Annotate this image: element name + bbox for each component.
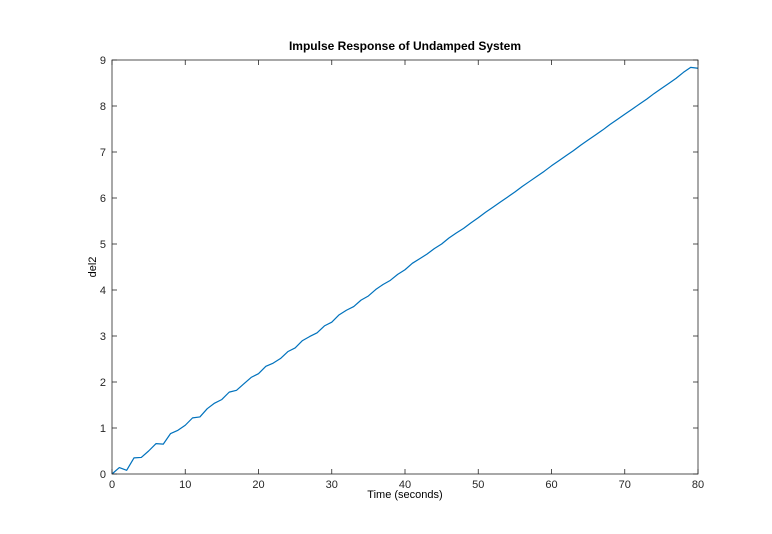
axes-box xyxy=(111,59,699,475)
series-line xyxy=(111,66,699,475)
x-tick-label: 80 xyxy=(692,479,704,491)
y-tick-label: 4 xyxy=(100,285,106,297)
x-tick-label: 50 xyxy=(472,479,484,491)
series-layer xyxy=(111,66,699,475)
x-ticks: 0 10 20 30 40 50 60 70 80 xyxy=(109,60,704,491)
plot-area xyxy=(112,60,698,474)
y-tick-label: 3 xyxy=(100,331,106,343)
x-tick-label: 70 xyxy=(619,479,631,491)
x-tick-label: 0 xyxy=(109,479,115,491)
y-tick-label: 5 xyxy=(100,239,106,251)
x-tick-label: 40 xyxy=(399,479,411,491)
y-tick-label: 1 xyxy=(100,423,106,435)
y-tick-label: 2 xyxy=(100,377,106,389)
y-ticks: 0 1 2 3 4 5 6 7 8 9 xyxy=(100,55,698,481)
x-tick-label: 30 xyxy=(326,479,338,491)
y-tick-label: 9 xyxy=(100,55,106,67)
y-axis-label: del2 xyxy=(87,257,99,278)
x-tick-label: 20 xyxy=(252,479,264,491)
chart-title: Impulse Response of Undamped System xyxy=(289,39,521,53)
y-tick-label: 8 xyxy=(100,101,106,113)
y-tick-label: 0 xyxy=(100,469,106,481)
y-tick-label: 7 xyxy=(100,147,106,159)
x-tick-label: 60 xyxy=(545,479,557,491)
x-tick-label: 10 xyxy=(179,479,191,491)
x-axis-label: Time (seconds) xyxy=(367,489,442,501)
y-tick-label: 6 xyxy=(100,193,106,205)
